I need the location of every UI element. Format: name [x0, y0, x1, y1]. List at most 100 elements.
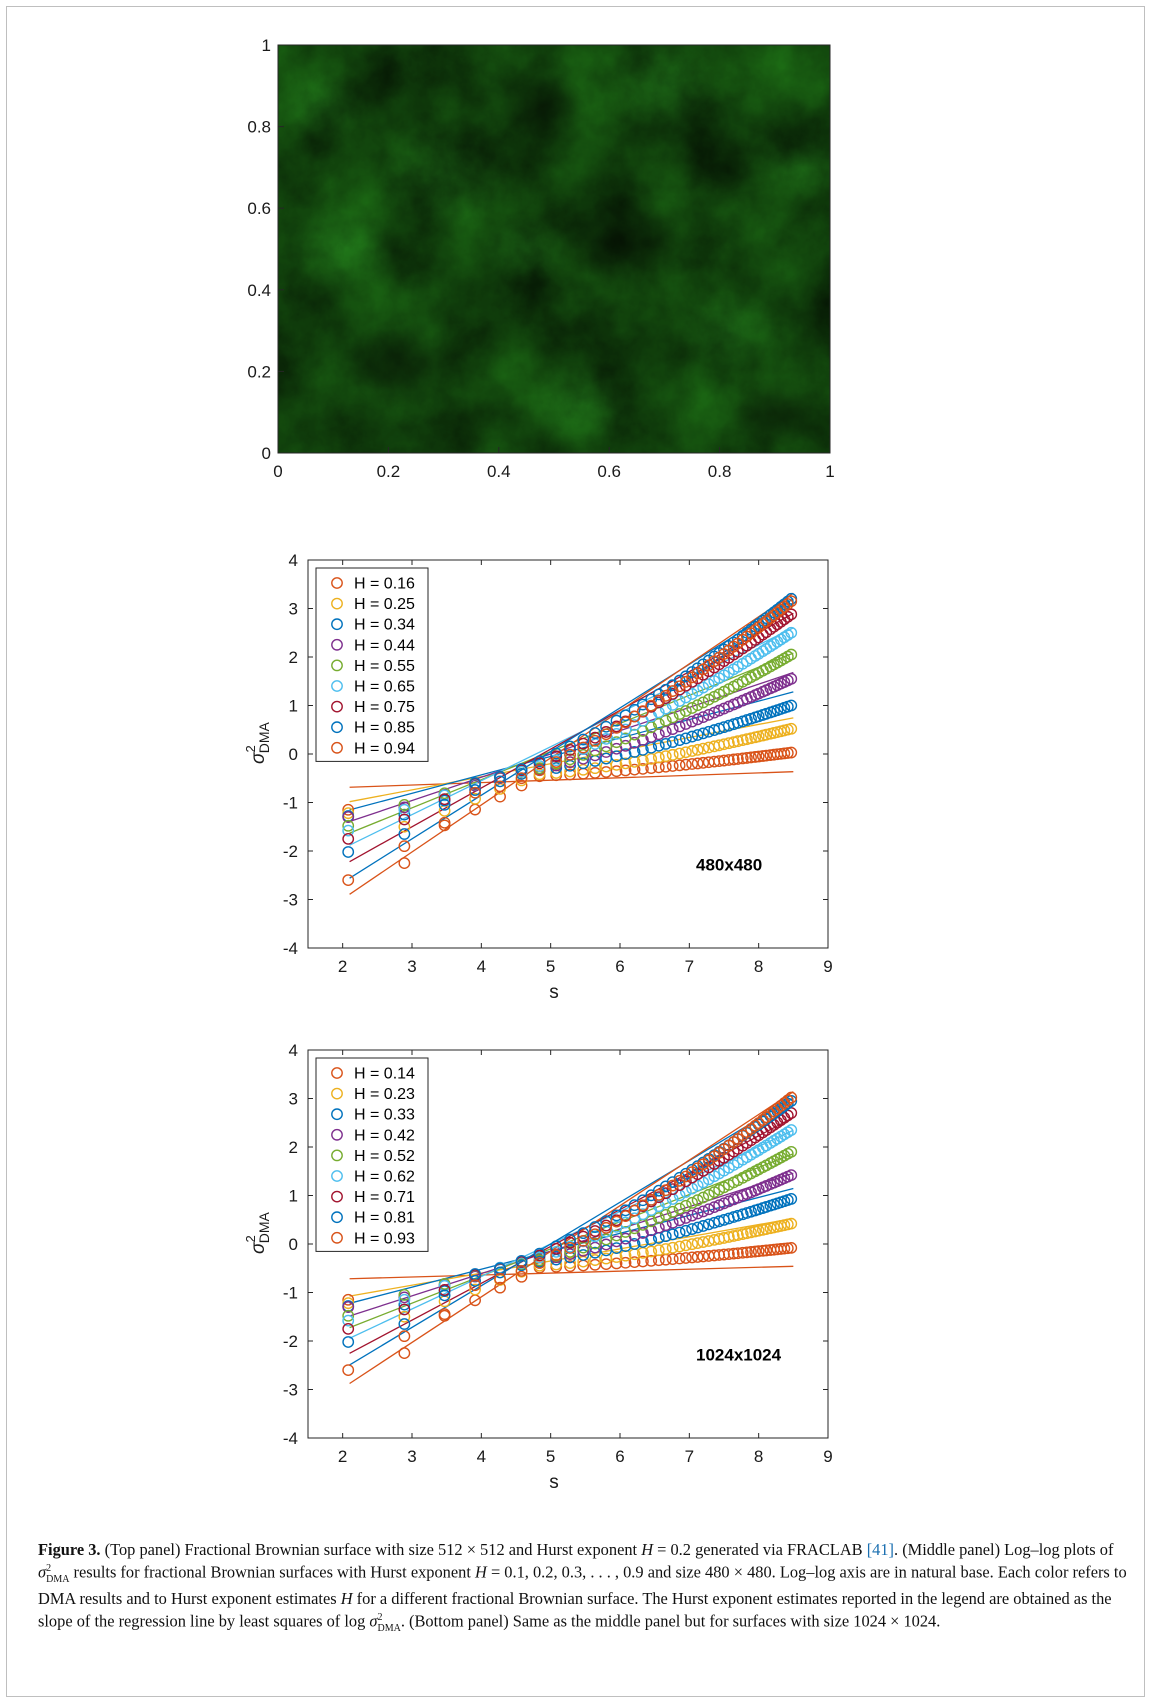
data-point [494, 1266, 506, 1279]
caption-text-10: = 0.1, 0.2, 0.3, . . . , 0.9 and size 48… [38, 1562, 1127, 1609]
data-point [666, 1253, 679, 1265]
data-point [781, 1094, 794, 1107]
data-point [697, 742, 710, 755]
citation-link[interactable]: [41] [866, 1540, 894, 1559]
y-label-sup: 2 [243, 1235, 258, 1242]
data-point [697, 696, 710, 709]
data-point [550, 1258, 563, 1271]
x-tick-label: 9 [823, 1447, 832, 1466]
legend-marker [331, 680, 343, 692]
data-point [756, 618, 769, 630]
x-tick-label: 4 [477, 1447, 486, 1466]
data-point [342, 1293, 355, 1306]
data-point [736, 752, 749, 765]
data-point [628, 763, 641, 776]
data-point [342, 1309, 355, 1322]
data-point [727, 1230, 740, 1242]
data-point [673, 1214, 686, 1227]
y-axis-label: σ2DMA [243, 722, 272, 764]
data-point [589, 1241, 601, 1254]
x-tick-label: 0.8 [708, 462, 732, 481]
legend-label: H = 0.65 [354, 679, 415, 696]
caption-sup-2: 2 [377, 1612, 383, 1624]
data-point [691, 699, 704, 712]
data-point [469, 786, 481, 799]
data-point [679, 1199, 692, 1212]
x-tick-label: 7 [685, 957, 694, 976]
data-point [673, 708, 686, 720]
data-point [589, 734, 601, 747]
legend-label: H = 0.16 [354, 576, 415, 593]
y-tick-label: 2 [289, 648, 298, 667]
data-point [645, 762, 658, 774]
size-annotation: 1024x1024 [696, 1345, 782, 1364]
data-point [697, 1205, 710, 1218]
data-point [589, 1254, 601, 1266]
data-point [752, 730, 765, 743]
legend-box [315, 567, 429, 762]
data-point [697, 1236, 710, 1248]
data-point [736, 734, 749, 747]
data-point [610, 721, 623, 734]
data-point [610, 1209, 623, 1222]
legend-label: H = 0.71 [354, 1189, 415, 1206]
y-axis-label-text: σ2DMA [243, 722, 272, 764]
data-point [564, 1260, 576, 1273]
surface-image [278, 45, 830, 453]
x-tick-label: 6 [615, 1447, 624, 1466]
legend-marker [331, 638, 343, 651]
data-point [659, 1208, 672, 1221]
data-point [666, 1228, 679, 1241]
data-point [564, 765, 576, 778]
data-point [398, 1318, 411, 1330]
data-point [600, 732, 613, 745]
data-point [342, 1336, 355, 1348]
data-point [691, 1237, 704, 1250]
surface-frame [277, 44, 831, 454]
data-point [679, 1170, 692, 1183]
data-point [697, 1191, 710, 1204]
data-point [628, 710, 641, 723]
data-point [610, 1257, 623, 1270]
legend-marker [331, 1087, 343, 1100]
data-point [756, 1244, 769, 1257]
y-tick-label: 2 [289, 1138, 298, 1157]
data-point [610, 758, 623, 771]
data-point [533, 760, 546, 773]
data-point [785, 648, 798, 661]
data-point [652, 717, 665, 730]
data-point [564, 1257, 576, 1270]
data-point [785, 608, 798, 621]
data-point [550, 756, 563, 768]
surface-panel: 0 0.2 0.4 0.6 0.8 1 0 0.2 0.4 0.6 0.8 1 [230, 30, 880, 530]
y-tick-label: 4 [289, 551, 298, 570]
legend-label: H = 0.34 [354, 617, 415, 634]
data-point [652, 751, 665, 764]
y-tick-label: 0 [289, 1235, 298, 1254]
data-point [494, 775, 506, 788]
data-point [398, 828, 411, 840]
data-point [577, 752, 590, 765]
x-tick-label: 4 [477, 957, 486, 976]
data-point [398, 1347, 411, 1360]
data-point [438, 1289, 451, 1302]
data-point [589, 1225, 601, 1237]
data-point [745, 732, 757, 745]
data-point [342, 1364, 355, 1376]
data-point [438, 798, 451, 811]
x-tick-label: 8 [754, 957, 763, 976]
y-label-sub: DMA [256, 722, 272, 754]
caption-text-8: results for fractional Brownian surfaces… [69, 1562, 475, 1582]
data-point [702, 693, 715, 706]
data-point [619, 1240, 632, 1252]
data-point [785, 672, 798, 685]
data-point [785, 699, 798, 712]
data-point [342, 803, 355, 816]
data-point [515, 1270, 528, 1283]
data-point [691, 1194, 704, 1207]
y-tick-label: -3 [283, 891, 298, 910]
surface-texture [278, 45, 830, 453]
data-point [679, 1175, 692, 1188]
data-point [679, 691, 692, 704]
